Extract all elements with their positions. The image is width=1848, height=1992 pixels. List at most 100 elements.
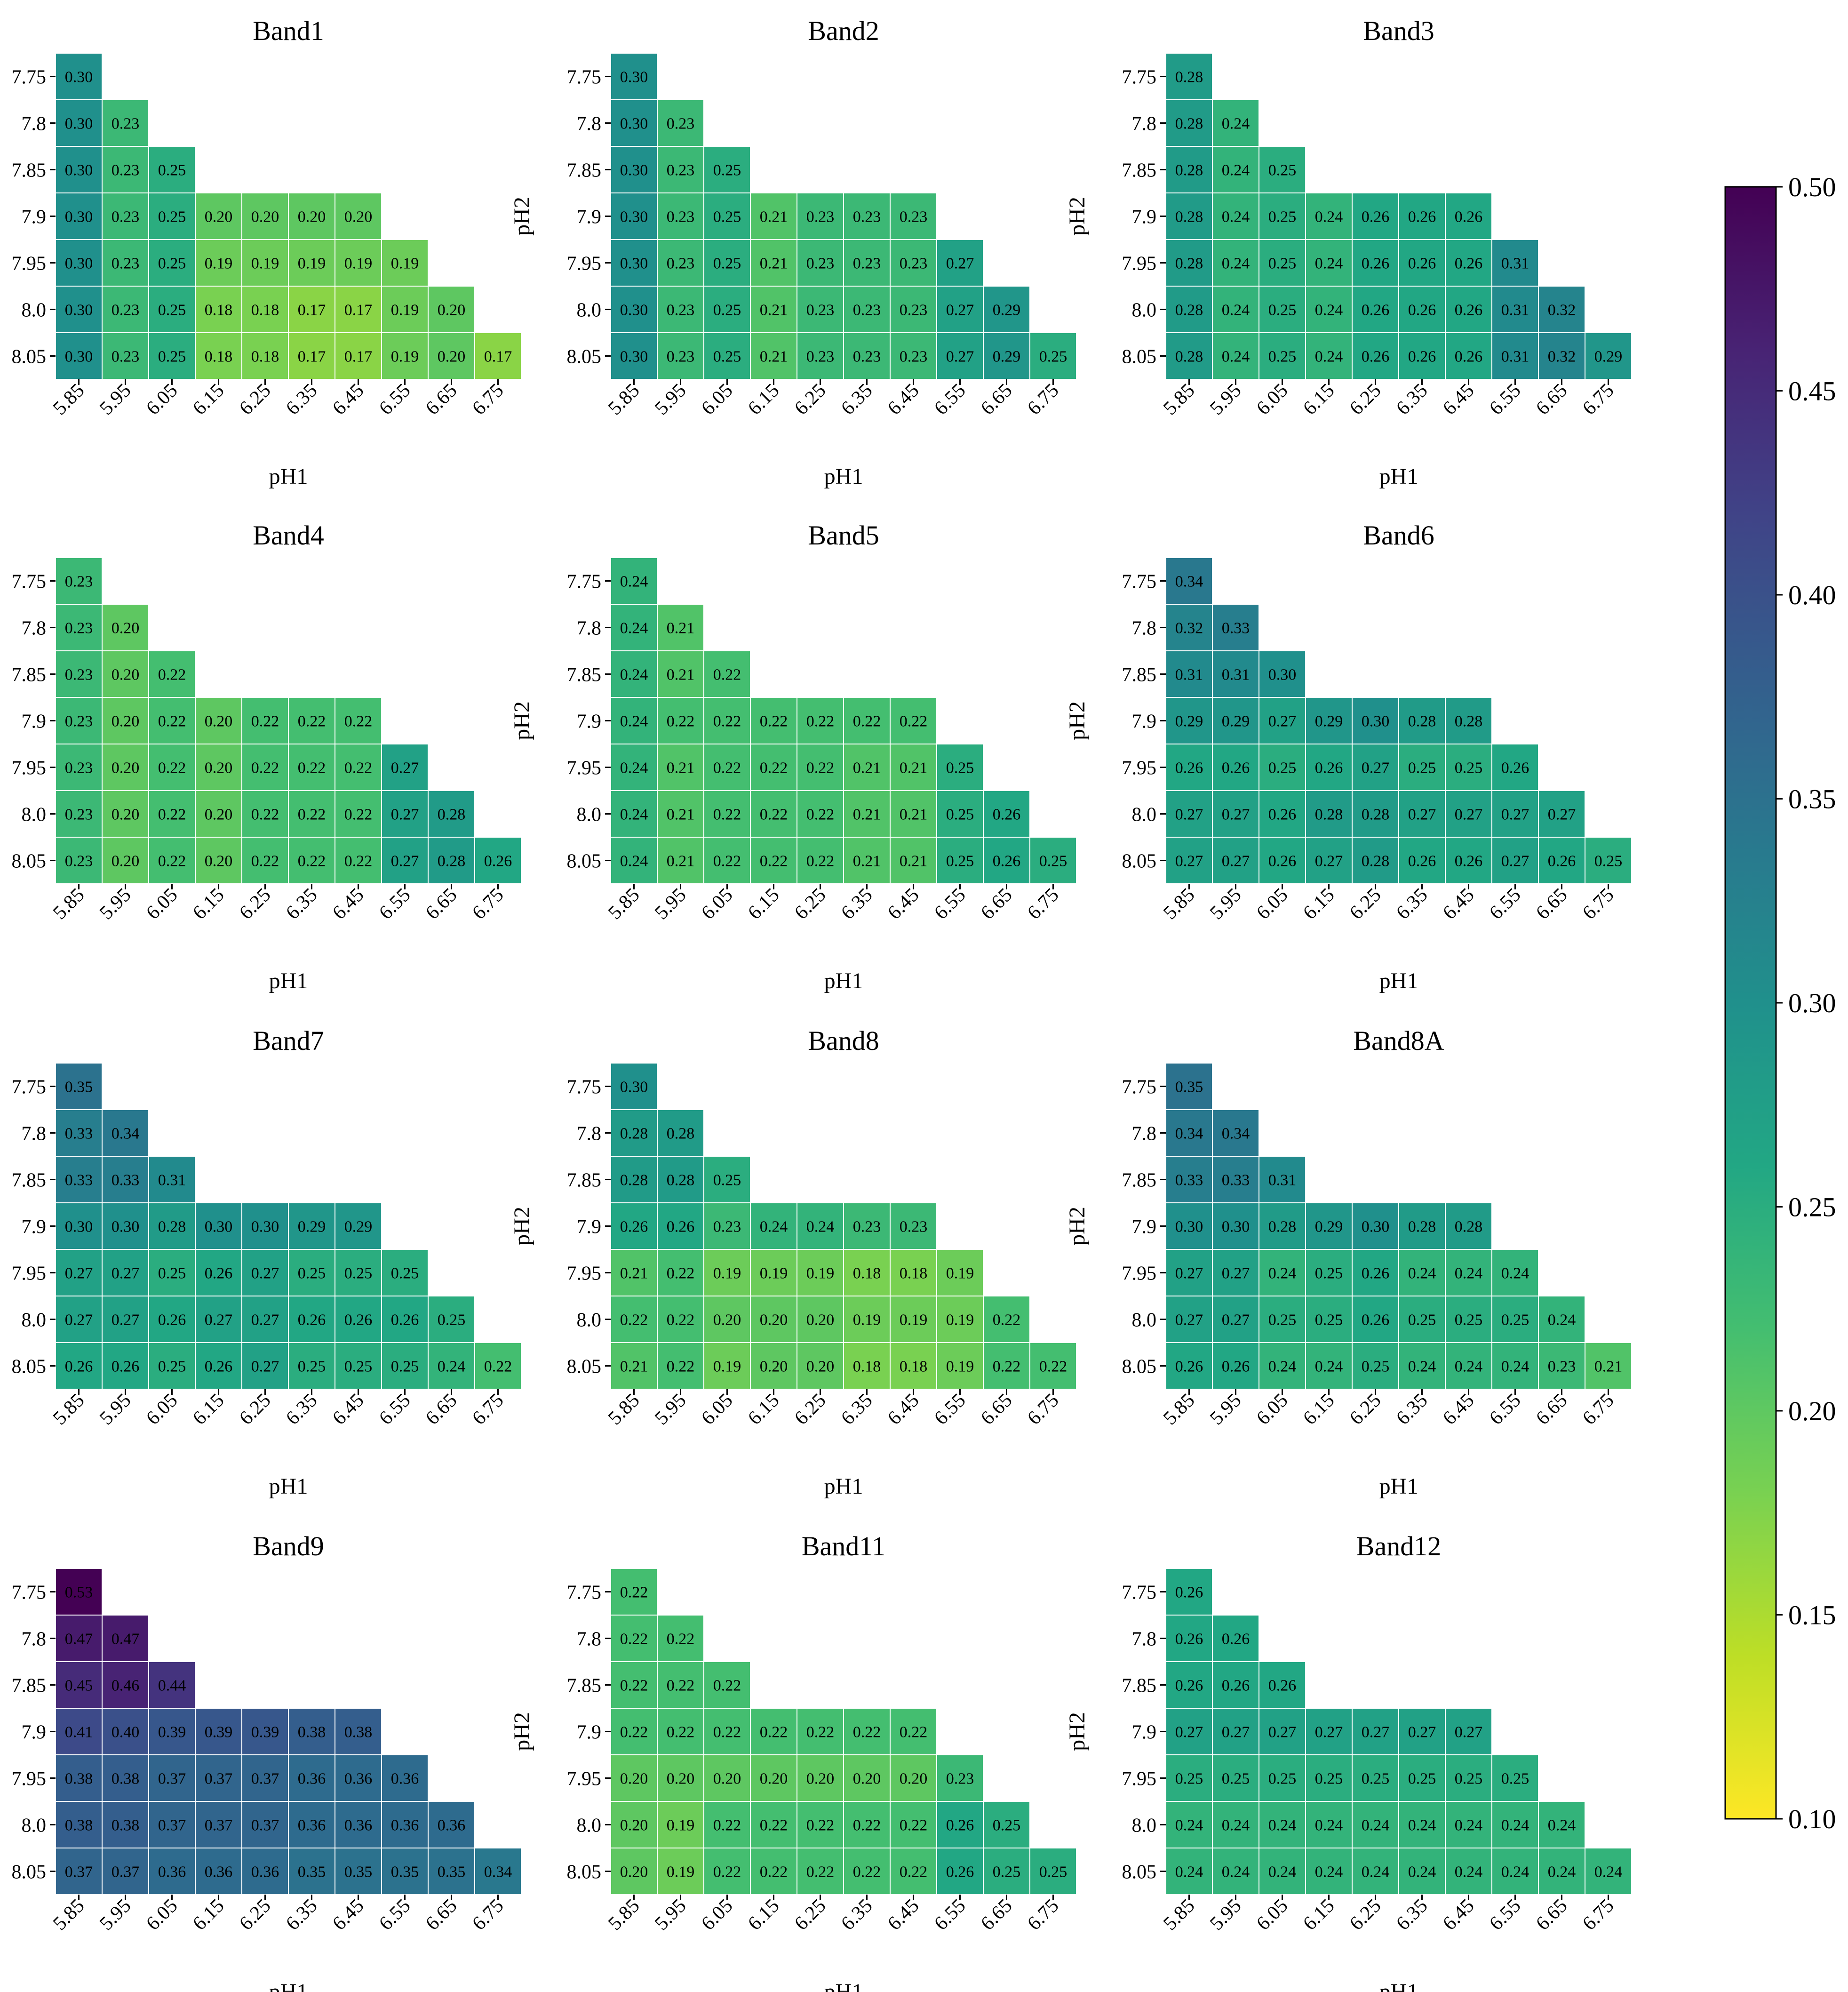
cell-value-label: 0.27 [1408,1724,1436,1741]
heatmap-cell [1305,192,1353,240]
x-tick-label: 6.55 [930,884,970,924]
cell-value-label: 0.26 [158,1312,186,1329]
heatmap-cell [381,1249,429,1296]
heatmap-cell [288,1848,335,1895]
heatmap-cell [288,286,335,333]
cell-value-label: 0.19 [946,1358,974,1376]
heatmap-cell [843,1754,891,1802]
heatmap-cell [55,286,103,333]
heatmap-cell [288,744,335,791]
x-tick-label: 6.45 [1439,1895,1478,1935]
y-axis-label: pH2 [1065,1207,1090,1246]
x-tick-label: 6.25 [1346,380,1385,419]
heatmap-cell [55,650,103,698]
heatmap-cell [703,332,751,380]
heatmap-cell [148,1801,196,1848]
heatmap-cell [610,1063,658,1110]
heatmap-cell [195,790,242,838]
cell-value-label: 0.31 [1175,666,1203,684]
x-tick-label: 6.75 [1578,380,1618,419]
heatmap-cell [1491,1296,1539,1343]
heatmap-cell [1352,837,1399,884]
cell-value-label: 0.22 [620,1677,648,1695]
cell-value-label: 0.22 [298,760,326,777]
cell-value-label: 0.23 [900,348,928,366]
x-tick-label: 5.95 [96,1390,135,1429]
y-tick-label: 7.9 [22,207,47,228]
cell-value-label: 0.28 [667,1125,695,1143]
heatmap-cell [1259,744,1306,791]
heatmap-cell [1352,332,1399,380]
heatmap-cell [750,1249,797,1296]
cell-value-label: 0.22 [344,713,373,730]
cell-value-label: 0.22 [713,1864,741,1881]
cell-value-label: 0.21 [667,666,695,684]
heatmap-cell [428,1848,475,1895]
cell-value-label: 0.17 [344,302,373,319]
x-tick-label: 6.55 [1485,1390,1525,1429]
heatmap-cell [1445,1296,1492,1343]
cell-value-label: 0.28 [438,853,466,870]
cell-value-label: 0.22 [667,713,695,730]
heatmap-cell [890,192,937,240]
heatmap-cell [1305,1848,1353,1895]
heatmap-cell [657,1342,704,1390]
x-tick-label: 5.85 [1159,380,1199,419]
cell-value-label: 0.27 [1408,806,1436,824]
y-tick-label: 7.9 [577,711,602,733]
x-tick-label: 6.55 [1485,380,1525,419]
cell-value-label: 0.20 [713,1312,741,1329]
cell-value-label: 0.25 [298,1358,326,1376]
heatmap-cell [1165,146,1213,193]
cell-value-label: 0.22 [760,806,788,824]
cell-value-label: 0.26 [65,1358,93,1376]
x-tick-label: 6.65 [1532,380,1571,419]
heatmap-cell [610,146,658,193]
heatmap-cell [381,1848,429,1895]
y-tick-label: 7.75 [567,67,602,88]
cell-value-label: 0.24 [1408,1864,1436,1881]
heatmap-cell [610,1568,658,1616]
heatmap-cell [148,697,196,744]
cell-value-label: 0.24 [620,666,648,684]
cell-value-label: 0.28 [1268,1218,1297,1236]
y-tick-label: 7.75 [12,67,47,88]
cell-value-label: 0.19 [391,302,419,319]
heatmap-cell [1538,286,1585,333]
cell-value-label: 0.26 [1222,1358,1250,1376]
x-tick-label: 6.05 [697,380,737,419]
cell-value-label: 0.18 [853,1265,881,1282]
heatmap-cell [797,1202,844,1250]
cell-value-label: 0.22 [298,853,326,870]
cell-value-label: 0.20 [900,1770,928,1788]
cell-value-label: 0.20 [112,853,140,870]
cell-value-label: 0.22 [620,1312,648,1329]
cell-value-label: 0.26 [1362,302,1390,319]
heatmap-cell [1305,697,1353,744]
heatmap-cell [1445,1848,1492,1895]
heatmap-cell [102,604,149,651]
cell-value-label: 0.22 [806,1724,835,1741]
heatmap-cell [335,697,382,744]
heatmap-cell [335,1708,382,1755]
x-axis-label: pH1 [1379,968,1418,993]
y-tick-label: 8.0 [22,300,47,321]
x-tick-label: 6.25 [1346,1895,1385,1935]
y-tick-label: 8.05 [567,346,602,368]
cell-value-label: 0.30 [65,348,93,366]
cell-value-label: 0.30 [620,69,648,86]
heatmap-cell [102,99,149,147]
y-tick-label: 7.95 [1122,1263,1157,1285]
heatmap-cell [1491,1249,1539,1296]
x-tick-label: 6.65 [1532,884,1571,924]
cell-value-label: 0.24 [620,573,648,591]
cell-value-label: 0.23 [806,302,835,319]
y-tick-label: 7.8 [22,1629,47,1650]
cell-value-label: 0.33 [1222,620,1250,637]
heatmap-cell [381,744,429,791]
heatmap-cell [797,1708,844,1755]
heatmap-panel-band5: Band5 0.24 0.24 0.21 0.24 0.21 0.22 0.24 0.22 0.2… [510,520,1077,993]
cell-value-label: 0.35 [65,1079,93,1096]
y-tick-label: 8.0 [1132,1310,1157,1331]
cell-value-label: 0.20 [112,760,140,777]
